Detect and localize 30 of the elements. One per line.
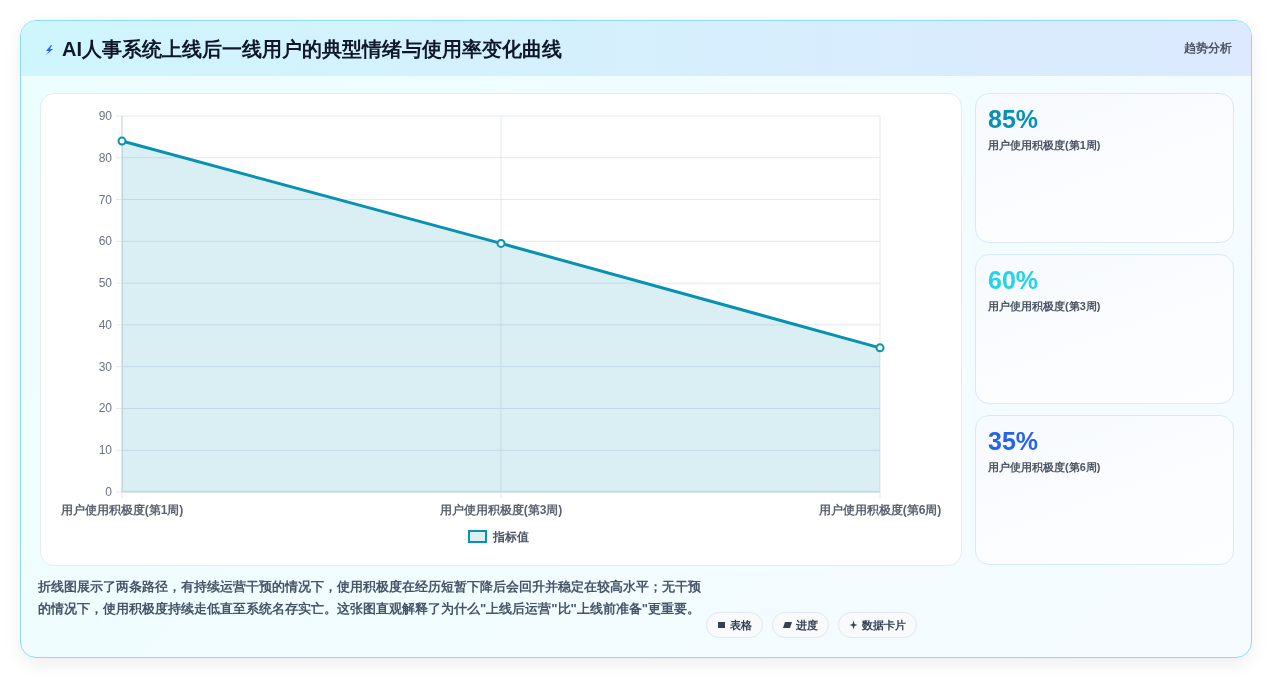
point [875,343,885,353]
point [117,136,127,146]
y-tick-label: 70 [98,192,113,207]
y-tick-label: 90 [98,109,113,123]
x-tick-label: 用户使用积极度(第1周) [59,503,184,517]
y-tick-label: 20 [98,401,113,416]
x-tick-label: 用户使用积极度(第6周) [817,503,942,517]
legend-label: 指标值 [492,530,529,544]
y-tick-label: 10 [98,443,113,458]
text: 85% [988,104,1039,134]
text: 折线图展示了两条路径，有持续运营干预的情况下，使用积极度在经历短暂下降后会回升并稳定在较高水平；无干预的情况下，使用积极度持续走低直至系统名存实亡。这张图直观解释了为什么"上线后运营"比"上线前准备"更重要。 [38,578,701,618]
y-tick-label: 80 [98,150,113,165]
text: 表格 [730,617,752,633]
y-tick-label: 40 [98,317,113,332]
chart-title: AI人事系统上线后一线用户的典型情绪与使用率变化曲线 [62,37,562,62]
y-tick-label: 60 [98,234,113,249]
y-tick-label: 30 [98,359,113,374]
x-tick-label: 用户使用积极度(第3周) [438,503,563,517]
y-tick-label: 0 [105,485,113,499]
text: 用户使用积极度(第6周) [988,460,1101,475]
legend: 指标值 [468,530,529,544]
y-tick-label: 50 [98,276,113,291]
text: 用户使用积极度(第3周) [988,299,1101,314]
text: 35% [988,426,1039,456]
text: 趋势分析 [1184,40,1232,57]
point [496,238,506,248]
text: 数据卡片 [862,617,906,633]
text: 用户使用积极度(第1周) [988,138,1101,153]
text: 进度 [796,617,818,633]
text: 60% [988,265,1039,295]
